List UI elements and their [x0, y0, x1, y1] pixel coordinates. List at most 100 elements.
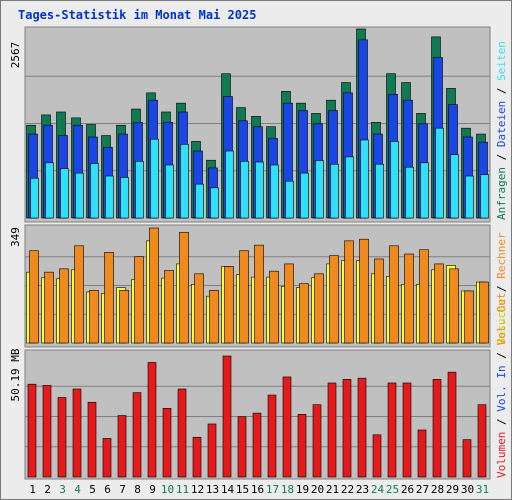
rechner-bar: [449, 268, 459, 344]
x-tick-label: 1: [29, 483, 36, 496]
volumen-bar: [297, 414, 307, 478]
legend-entry: Dateien: [495, 101, 508, 147]
volumen-bar: [27, 383, 37, 478]
x-tick-label: 22: [341, 483, 354, 496]
rechner-bar: [269, 270, 279, 344]
rechner-bar: [374, 258, 384, 344]
rechner-bar: [89, 289, 99, 344]
x-tick-label: 20: [311, 483, 324, 496]
rechner-bar: [44, 271, 54, 344]
seiten-bar: [405, 166, 414, 219]
rechner-bar: [299, 283, 309, 344]
rechner-bar: [344, 240, 354, 344]
volumen-bar: [312, 404, 322, 478]
volumen-bar: [327, 382, 337, 478]
x-tick-label: 25: [386, 483, 399, 496]
volumen-bar: [72, 388, 82, 478]
x-tick-label: 6: [104, 483, 111, 496]
middle-ymax-label: 349: [9, 227, 22, 247]
volumen-bar: [372, 434, 382, 478]
x-tick-label: 31: [476, 483, 489, 496]
volumen-bar: [357, 377, 367, 478]
volumen-bar: [477, 404, 487, 478]
volumen-bar: [192, 436, 202, 478]
volumen-bar: [42, 385, 52, 478]
legend-entry: /: [495, 81, 508, 101]
volumen-bar: [147, 362, 157, 478]
volumen-bar: [117, 415, 127, 478]
volumen-bar: [267, 394, 277, 478]
rechner-bar: [209, 289, 219, 344]
seiten-bar: [390, 141, 399, 219]
legend-entry: /: [495, 279, 508, 299]
seiten-bar: [90, 163, 99, 219]
rechner-bar: [404, 253, 414, 344]
volumen-bar: [252, 412, 262, 478]
rechner-bar: [74, 245, 84, 344]
rechner-bar: [104, 252, 114, 344]
seiten-bar: [270, 164, 279, 219]
seiten-bar: [450, 154, 459, 219]
x-tick-label: 24: [371, 483, 385, 496]
seiten-bar: [135, 161, 144, 219]
rechner-bar: [134, 256, 144, 344]
x-tick-label: 11: [176, 483, 189, 496]
x-tick-label: 23: [356, 483, 369, 496]
x-tick-label: 2: [44, 483, 51, 496]
legend-entry: Vol. Out: [495, 293, 508, 346]
top-vertical-legend: Anfragen / Dateien / Seiten: [495, 41, 508, 220]
rechner-bar: [194, 273, 204, 344]
volumen-bar: [417, 429, 427, 478]
x-tick-label: 12: [191, 483, 204, 496]
seiten-bar: [45, 162, 54, 219]
volumen-bar: [237, 416, 247, 478]
legend-entry: Seiten: [495, 41, 508, 81]
x-tick-label: 9: [149, 483, 156, 496]
seiten-bar: [300, 172, 309, 219]
x-tick-label: 30: [461, 483, 474, 496]
rechner-bar: [119, 289, 129, 344]
seiten-bar: [210, 187, 219, 219]
rechner-bar: [419, 249, 429, 344]
seiten-bar: [435, 127, 444, 219]
volumen-bar: [447, 371, 457, 478]
seiten-bar: [150, 138, 159, 219]
seiten-bar: [195, 183, 204, 219]
volumen-bar: [87, 401, 97, 478]
legend-entry: /: [495, 147, 508, 167]
x-tick-label: 17: [266, 483, 279, 496]
rechner-bar: [59, 268, 69, 344]
volumen-bar: [102, 438, 112, 478]
x-tick-label: 16: [251, 483, 264, 496]
seiten-bar: [360, 139, 369, 219]
x-tick-label: 5: [89, 483, 96, 496]
seiten-bar: [255, 161, 264, 219]
x-tick-label: 10: [161, 483, 174, 496]
seiten-bar: [375, 163, 384, 219]
seiten-bar: [330, 163, 339, 219]
top-ymax-label: 2567: [9, 42, 22, 69]
seiten-bar: [180, 144, 189, 219]
x-tick-label: 29: [446, 483, 459, 496]
x-tick-label: 27: [416, 483, 429, 496]
seiten-bar: [30, 177, 39, 219]
rechner-bar: [434, 263, 444, 344]
seiten-bar: [120, 177, 129, 219]
page-title: Tages-Statistik im Monat Mai 2025: [18, 8, 257, 22]
volumen-bar: [132, 392, 142, 478]
seiten-bar: [465, 175, 474, 219]
seiten-bar: [240, 161, 249, 219]
legend-entry: Besuche: [495, 299, 508, 345]
seiten-bar: [225, 150, 234, 219]
volumen-bar: [177, 388, 187, 478]
volumen-bar: [57, 397, 67, 478]
bottom-ymax-label: 50.19 MB: [9, 348, 22, 401]
legend-entry: Rechner: [495, 232, 508, 279]
volumen-bar: [162, 407, 172, 478]
bottom-vertical-legend: Volumen / Vol. In / Vol. Out: [495, 293, 508, 478]
x-tick-label: 14: [221, 483, 235, 496]
seiten-bar: [105, 175, 114, 219]
seiten-bar: [345, 156, 354, 219]
rechner-bar: [164, 270, 174, 344]
x-tick-label: 7: [119, 483, 126, 496]
